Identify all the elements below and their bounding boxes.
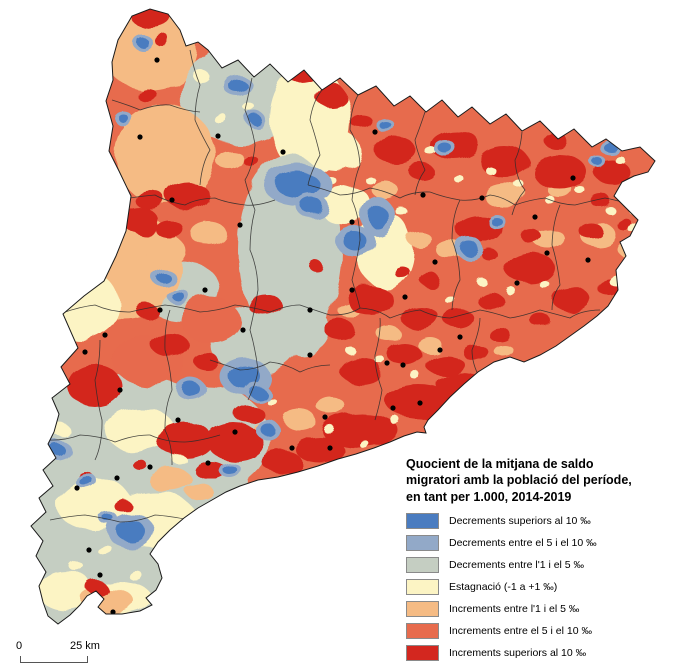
legend-label: Estagnació (-1 a +1 ‰) [449, 581, 558, 594]
legend-label: Increments entre el 5 i el 10 ‰ [449, 625, 592, 638]
capital-dots [74, 57, 591, 615]
legend-label: Increments superiors al 10 ‰ [449, 647, 587, 660]
legend-row: Increments entre el 5 i el 10 ‰ [406, 623, 684, 640]
catalonia-outline [30, 8, 656, 625]
scale-bar-end-label: 25 km [70, 640, 100, 652]
legend-swatch-decrement-5-10 [406, 535, 439, 552]
scale-bar-start-label: 0 [16, 640, 23, 652]
legend-swatch-increment-5-10 [406, 623, 439, 640]
legend-row: Estagnació (-1 a +1 ‰) [406, 579, 684, 596]
legend-swatch-increment-1-5 [406, 601, 439, 618]
comarca-borders [44, 49, 631, 523]
legend-label: Decrements entre l'1 i el 5 ‰ [449, 559, 585, 572]
legend-row: Increments entre l'1 i el 5 ‰ [406, 601, 684, 618]
legend-swatch-stagnation [406, 579, 439, 596]
legend-panel: Quocient de la mitjana de saldo migrator… [406, 456, 684, 666]
legend-row: Decrements entre l'1 i el 5 ‰ [406, 557, 684, 574]
legend-row: Decrements entre el 5 i el 10 ‰ [406, 535, 684, 552]
legend-swatch-decrement-1-5 [406, 557, 439, 574]
scale-bar-line [20, 656, 88, 663]
scale-bar-labels: 0 25 km [4, 640, 134, 653]
legend-row: Increments superiors al 10 ‰ [406, 645, 684, 662]
legend-label: Decrements superiors al 10 ‰ [449, 515, 591, 528]
legend-row: Decrements superiors al 10 ‰ [406, 513, 684, 530]
legend-title: Quocient de la mitjana de saldo migrator… [406, 457, 632, 504]
legend-label: Increments entre l'1 i el 5 ‰ [449, 603, 580, 616]
legend-label: Decrements entre el 5 i el 10 ‰ [449, 537, 597, 550]
legend-rows: Decrements superiors al 10 ‰ Decrements … [406, 513, 684, 662]
legend-swatch-decrement-10 [406, 513, 439, 530]
scale-bar: 0 25 km [4, 640, 134, 664]
legend-swatch-increment-10 [406, 645, 439, 662]
